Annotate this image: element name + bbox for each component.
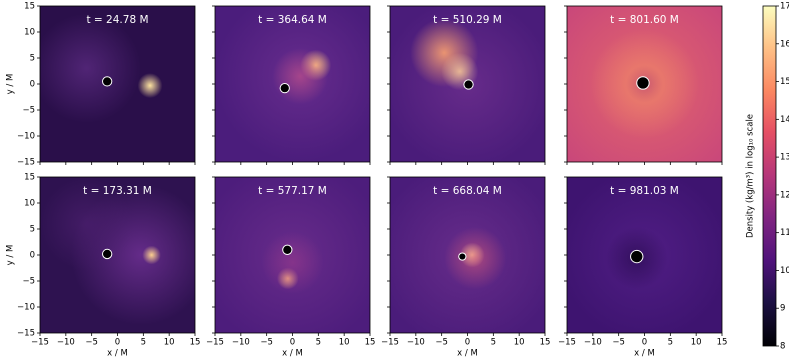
black-hole — [630, 249, 644, 264]
x-tick-label: 5 — [668, 338, 673, 348]
x-axis-label: x / M — [282, 349, 303, 359]
density-map — [40, 177, 195, 333]
x-tick-label: 0 — [115, 338, 120, 348]
colorbar-tick-label: 11 — [780, 228, 789, 238]
x-tick-label: 0 — [465, 338, 470, 348]
x-tick-label: 10 — [691, 338, 702, 348]
black-hole — [279, 83, 290, 94]
y-tick-label: 10 — [24, 199, 35, 209]
density-map — [215, 177, 370, 333]
black-hole — [102, 248, 113, 260]
y-tick-label: −15 — [17, 329, 35, 339]
glow — [261, 231, 324, 294]
colorbar-scale — [762, 5, 777, 347]
density-map — [40, 6, 195, 162]
x-tick-label: −10 — [407, 338, 425, 348]
y-axis-label: y / M — [6, 74, 16, 95]
panel-title: t = 173.31 M — [83, 185, 152, 197]
x-axis-label: x / M — [634, 349, 655, 359]
glow — [137, 73, 163, 99]
y-tick-label: 0 — [30, 251, 35, 261]
x-tick-label: 5 — [141, 338, 146, 348]
x-tick-label: 0 — [642, 338, 647, 348]
colorbar-tick-label: 17 — [780, 2, 789, 12]
y-tick-label: 10 — [24, 28, 35, 38]
colorbar-tick-label: 8 — [780, 342, 785, 352]
panel-title: t = 510.29 M — [433, 14, 502, 26]
panel: t = 364.64 M — [212, 5, 371, 165]
panel-title: t = 577.17 M — [258, 185, 327, 197]
x-tick-label: 10 — [339, 338, 350, 348]
black-hole — [463, 79, 474, 90]
colorbar-tick-label: 14 — [780, 115, 789, 125]
colorbar-tick-label: 9 — [780, 304, 785, 314]
y-tick-label: 5 — [30, 225, 35, 235]
panel-title: t = 364.64 M — [258, 14, 327, 26]
y-tick-label: −15 — [17, 158, 35, 168]
y-axis-label: y / M — [6, 245, 16, 266]
panel-title: t = 24.78 M — [86, 14, 148, 26]
x-axis-label: x / M — [457, 349, 478, 359]
x-tick-label: 15 — [190, 338, 201, 348]
x-tick-label: 5 — [491, 338, 496, 348]
y-tick-label: 5 — [30, 54, 35, 64]
x-axis-label: x / M — [107, 349, 128, 359]
x-tick-label: −5 — [85, 338, 98, 348]
x-tick-label: −10 — [584, 338, 602, 348]
black-hole — [282, 244, 293, 255]
panel: t = 510.29 M — [387, 5, 546, 165]
x-tick-label: 10 — [164, 338, 175, 348]
panel: t = 24.78 M −15 −10 −5 0 5 10 15 y / M — [6, 2, 196, 168]
glow — [444, 226, 507, 290]
colorbar-tick-label: 16 — [780, 39, 789, 49]
x-tick-label: 15 — [365, 338, 376, 348]
glow — [40, 13, 141, 123]
panel: t = 577.17 M −15 −10 −5 0 5 10 15 x / M — [206, 176, 376, 359]
density-map — [390, 177, 545, 333]
x-tick-label: −15 — [206, 338, 224, 348]
black-hole — [102, 76, 113, 87]
black-hole — [458, 252, 467, 261]
y-tick-label: 15 — [24, 173, 35, 183]
x-tick-label: 15 — [717, 338, 728, 348]
y-tick-label: −5 — [22, 277, 35, 287]
glow — [40, 177, 133, 271]
x-tick-label: −15 — [31, 338, 49, 348]
panel-title: t = 801.60 M — [610, 14, 679, 26]
colorbar-tick-label: 15 — [780, 77, 789, 87]
y-tick-label: 0 — [30, 80, 35, 90]
glow — [142, 245, 161, 265]
x-tick-label: 0 — [290, 338, 295, 348]
panel: t = 668.04 M −15 −10 −5 0 5 10 15 x / M — [381, 176, 551, 359]
panel-title: t = 981.03 M — [610, 185, 679, 197]
glow — [272, 48, 329, 105]
x-tick-label: −15 — [558, 338, 576, 348]
x-tick-label: −10 — [232, 338, 250, 348]
x-tick-label: −5 — [612, 338, 625, 348]
x-tick-label: −5 — [435, 338, 448, 348]
x-tick-label: 10 — [514, 338, 525, 348]
panel: t = 981.03 M −15 −10 −5 0 5 10 15 x / M — [558, 176, 728, 359]
density-map — [215, 6, 370, 162]
x-tick-label: −10 — [57, 338, 75, 348]
colorbar-tick-label: 13 — [780, 153, 789, 163]
black-hole — [636, 76, 650, 90]
panel: t = 173.31 M −15 −10 −5 0 5 10 15 −15 −10 −5 0 5 10 15… — [6, 173, 201, 359]
y-tick-label: −10 — [17, 303, 35, 313]
panel-title: t = 668.04 M — [433, 185, 502, 197]
colorbar-tick-label: 10 — [780, 266, 789, 276]
x-tick-label: −15 — [381, 338, 399, 348]
y-tick-label: −5 — [22, 106, 35, 116]
y-tick-label: −10 — [17, 132, 35, 142]
panel: t = 801.60 M — [564, 5, 723, 165]
y-tick-label: 15 — [24, 2, 35, 12]
colorbar-tick-label: 12 — [780, 190, 789, 200]
x-tick-label: 15 — [540, 338, 551, 348]
colorbar: 8 9 10 11 12 13 14 15 16 17 Density (kg/m³) in log… — [746, 2, 789, 352]
x-tick-label: −5 — [260, 338, 273, 348]
x-tick-label: 5 — [316, 338, 321, 348]
colorbar-label: Density (kg/m³) in log₁₀ scale — [746, 114, 756, 238]
